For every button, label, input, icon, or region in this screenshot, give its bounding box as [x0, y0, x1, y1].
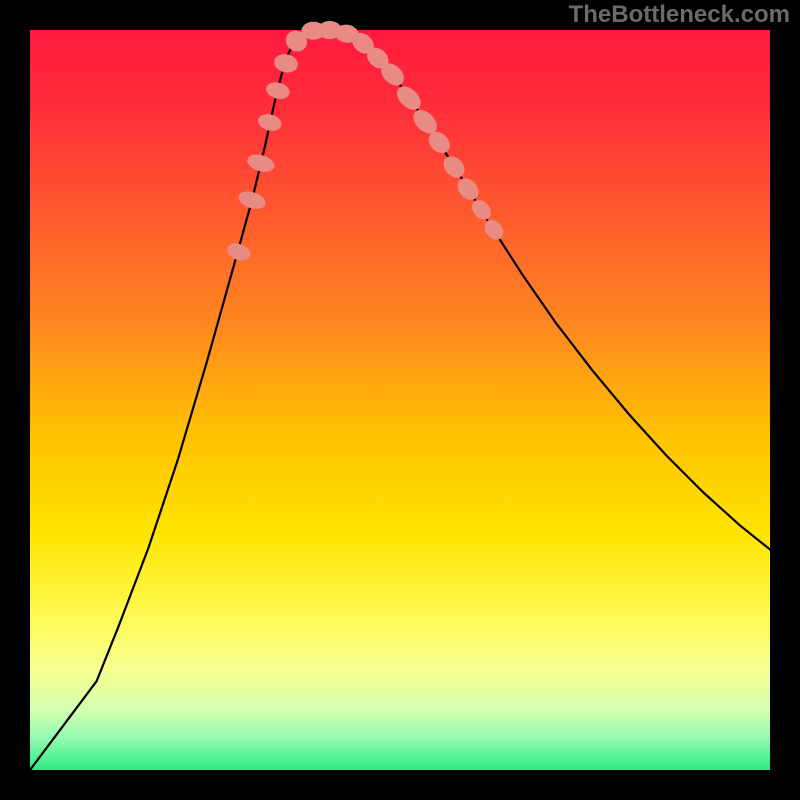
watermark-text: TheBottleneck.com	[569, 1, 790, 28]
gradient-plot-area	[30, 30, 770, 770]
bottleneck-chart: TheBottleneck.com	[0, 0, 800, 800]
